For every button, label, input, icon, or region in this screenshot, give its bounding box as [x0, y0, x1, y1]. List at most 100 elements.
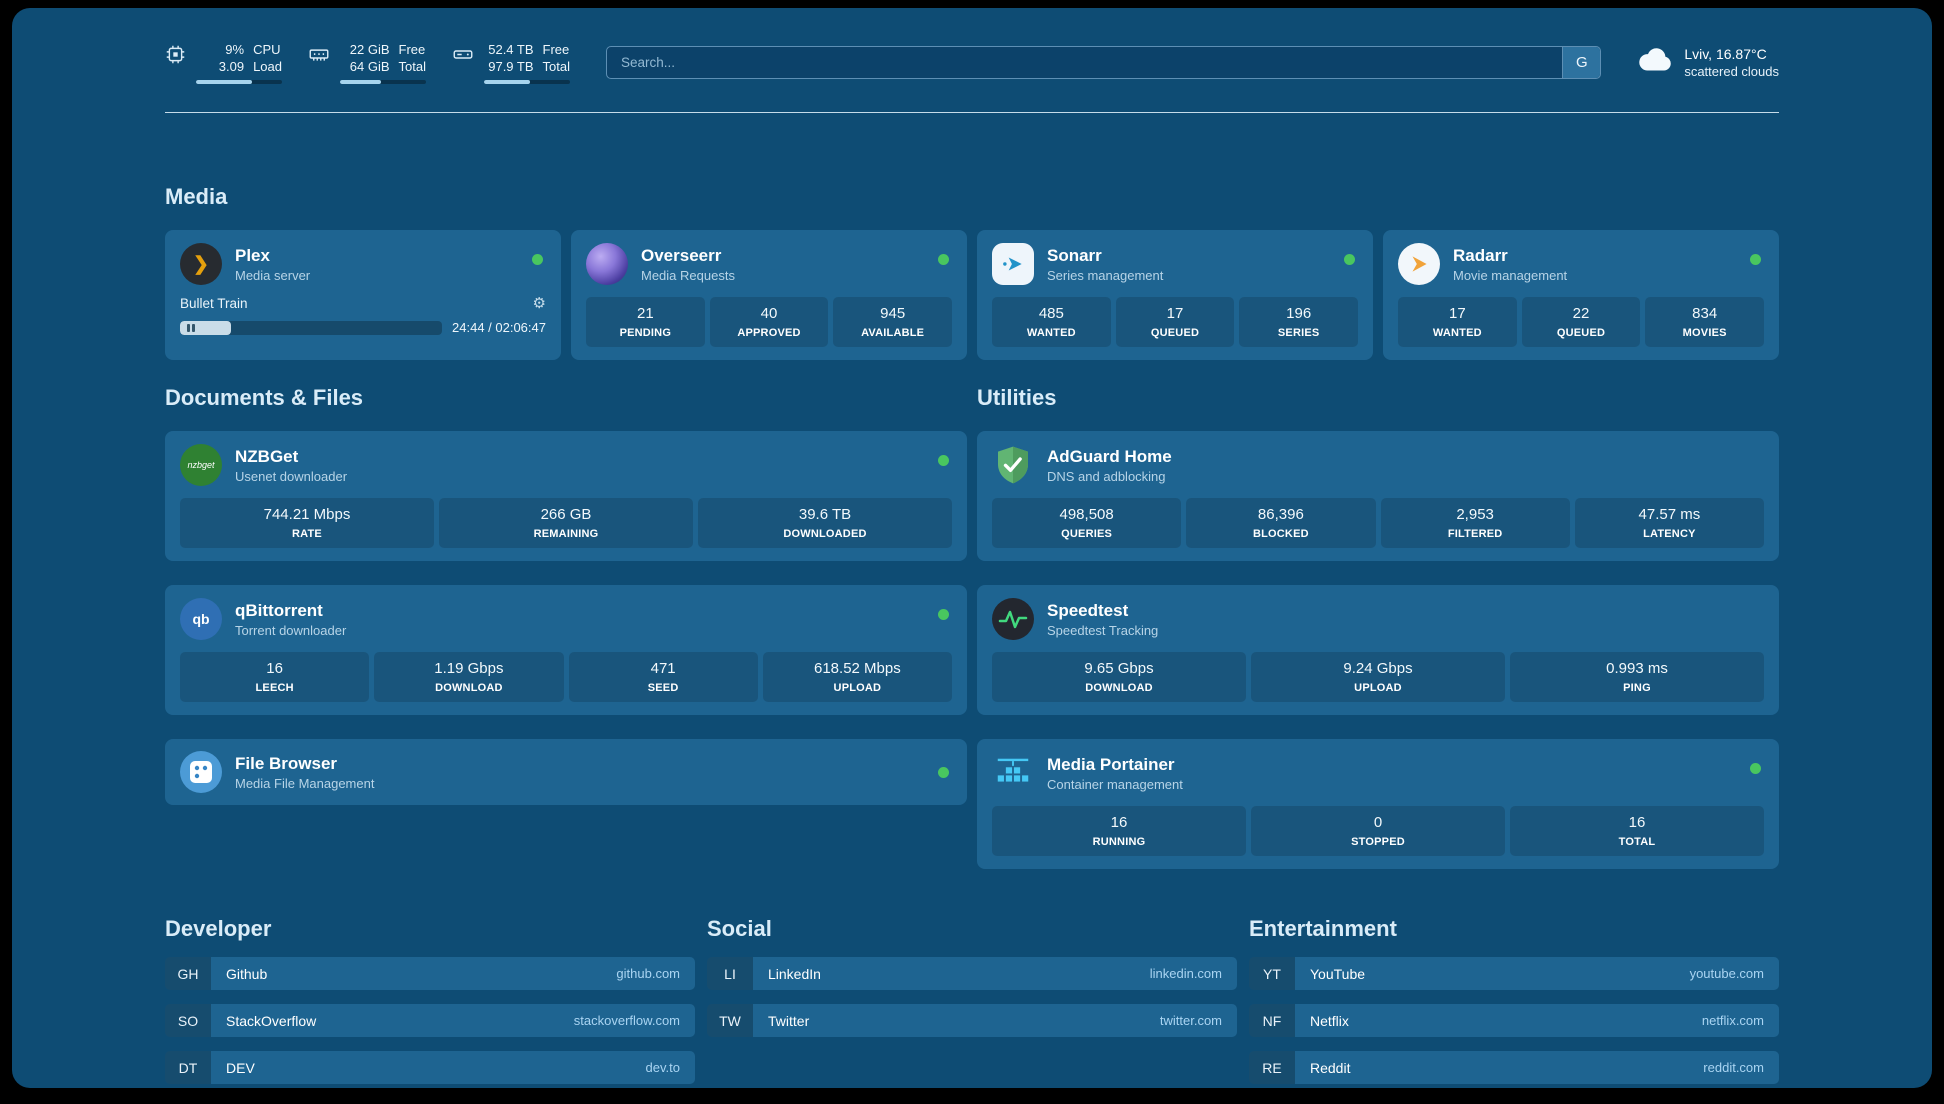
search-input[interactable]: [607, 46, 1563, 78]
app-card-filebrowser[interactable]: File Browser Media File Management: [165, 739, 967, 805]
bookmark-url: stackoverflow.com: [573, 1013, 680, 1028]
bookmark-netflix[interactable]: NF Netflix netflix.com: [1249, 1004, 1779, 1037]
app-card-speedtest[interactable]: Speedtest Speedtest Tracking 9.65 Gbps D…: [977, 585, 1779, 715]
bookmark-url: dev.to: [645, 1060, 680, 1075]
app-desc: DNS and adblocking: [1047, 468, 1166, 484]
gear-icon[interactable]: ⚙: [532, 295, 546, 312]
stat-label: FILTERED: [1447, 528, 1503, 540]
stat-downloaded: 39.6 TB DOWNLOADED: [698, 498, 952, 548]
stat-value: 16: [266, 660, 283, 677]
bookmark-url: netflix.com: [1701, 1013, 1764, 1028]
player-row: 24:44 / 02:06:47: [180, 320, 546, 335]
nzbget-icon: nzbget: [180, 444, 222, 486]
stat-value: 9.65 Gbps: [1084, 660, 1154, 677]
stat-label: DOWNLOADED: [783, 528, 867, 540]
stat-label: QUEUED: [1556, 327, 1606, 339]
card-header: qb qBittorrent Torrent downloader: [180, 598, 952, 640]
cpu-usage-bar: [196, 79, 282, 84]
speedtest-icon: [992, 598, 1034, 640]
stat-upload: 618.52 Mbps UPLOAD: [762, 652, 952, 702]
bookmark-twitter[interactable]: TW Twitter twitter.com: [707, 1004, 1237, 1037]
stat-label: SEED: [647, 682, 679, 694]
card-header: ❯ Plex Media server: [180, 243, 546, 285]
app-card-sonarr[interactable]: Sonarr Series management 485 WANTED 17 Q…: [977, 230, 1373, 360]
stat-label: QUERIES: [1061, 528, 1113, 540]
bookmark-name: Twitter: [768, 1012, 810, 1029]
search-engine-button[interactable]: G: [1562, 46, 1601, 78]
bookmark-reddit[interactable]: RE Reddit reddit.com: [1249, 1051, 1779, 1084]
playback-progress-bar[interactable]: [180, 320, 443, 335]
stat-label: DOWNLOAD: [435, 682, 503, 694]
bookmark-url: youtube.com: [1689, 966, 1764, 981]
cpu-stat: 9% 3.09 CPU Load: [165, 41, 282, 84]
card-header: Overseerr Media Requests: [586, 243, 952, 285]
stat-seed: 471 SEED: [568, 652, 758, 702]
pause-icon[interactable]: [187, 323, 195, 332]
stat-label: STOPPED: [1351, 836, 1405, 848]
stat-label: WANTED: [1432, 327, 1482, 339]
stat-label: TOTAL: [1618, 836, 1656, 848]
stat-approved: 40 APPROVED: [709, 297, 829, 347]
bookmark-dev[interactable]: DT DEV dev.to: [165, 1051, 695, 1084]
stat-value: 0: [1373, 814, 1383, 831]
disk-stat: 52.4 TB 97.9 TB Free Total: [452, 41, 570, 84]
bookmark-youtube[interactable]: YT YouTube youtube.com: [1249, 957, 1779, 990]
stat-label: UPLOAD: [1354, 682, 1402, 694]
topbar: 9% 3.09 CPU Load: [165, 36, 1779, 88]
app-card-nzbget[interactable]: nzbget NZBGet Usenet downloader 744.21 M…: [165, 431, 967, 561]
weather-condition: scattered clouds: [1684, 63, 1779, 79]
stat-value: 266 GB: [540, 506, 592, 523]
app-card-qbittorrent[interactable]: qb qBittorrent Torrent downloader 16 LEE…: [165, 585, 967, 715]
stat-value: 40: [760, 305, 778, 322]
stat-label: AVAILABLE: [861, 327, 925, 339]
stat-label: UPLOAD: [833, 682, 882, 694]
qbittorrent-icon-label: qb: [192, 611, 210, 627]
ram-usage-fill: [340, 79, 382, 84]
stat-label: RATE: [292, 528, 322, 540]
app-desc: Container management: [1047, 776, 1183, 792]
stat-stopped: 0 STOPPED: [1251, 806, 1505, 856]
utilities-column: Utilities AdGuard Home: [977, 360, 1779, 869]
bookmark-group-entertainment: Entertainment YT YouTube youtube.com NF …: [1249, 915, 1779, 1088]
bookmark-linkedin[interactable]: LI LinkedIn linkedin.com: [707, 957, 1237, 990]
bookmark-abbr: GH: [165, 957, 211, 990]
stat-latency: 47.57 ms LATENCY: [1574, 498, 1764, 548]
stat-label: QUEUED: [1150, 327, 1200, 339]
stat-label: WANTED: [1026, 327, 1076, 339]
ram-free-value: 22 GiB: [349, 41, 390, 57]
stat-rate: 744.21 Mbps RATE: [180, 498, 434, 548]
app-card-overseerr[interactable]: Overseerr Media Requests 21 PENDING 40 A…: [571, 230, 967, 360]
stat-movies: 834 MOVIES: [1645, 297, 1765, 347]
disk-free-value: 52.4 TB: [488, 41, 534, 57]
ram-total-value: 64 GiB: [349, 58, 390, 74]
cpu-load-value: 3.09: [218, 58, 245, 74]
stat-value: 945: [880, 305, 906, 322]
stat-value: 1.19 Gbps: [434, 660, 504, 677]
stat-value: 16: [1628, 814, 1646, 831]
stat-value: 17: [1166, 305, 1184, 322]
stat-value: 744.21 Mbps: [263, 506, 351, 523]
bookmark-stackoverflow[interactable]: SO StackOverflow stackoverflow.com: [165, 1004, 695, 1037]
stat-download: 1.19 Gbps DOWNLOAD: [374, 652, 564, 702]
weather-location: Lviv, 16.87°C: [1684, 45, 1767, 62]
app-card-adguard[interactable]: AdGuard Home DNS and adblocking 498,508 …: [977, 431, 1779, 561]
bookmark-github[interactable]: GH Github github.com: [165, 957, 695, 990]
stat-filtered: 2,953 FILTERED: [1380, 498, 1570, 548]
card-header: Radarr Movie management: [1398, 243, 1764, 285]
status-dot: [1750, 254, 1761, 265]
cpu-label: CPU: [253, 41, 281, 57]
bookmark-name: DEV: [226, 1059, 255, 1076]
bookmarks-area: Developer GH Github github.com SO StackO…: [165, 915, 1779, 1088]
app-card-portainer[interactable]: Media Portainer Container management 16 …: [977, 739, 1779, 869]
stat-label: DOWNLOAD: [1085, 682, 1153, 694]
bookmark-name: Github: [226, 965, 268, 982]
stat-pending: 21 PENDING: [586, 297, 705, 347]
search-bar[interactable]: G: [606, 45, 1602, 79]
stat-total: 16 TOTAL: [1510, 806, 1764, 856]
app-card-plex[interactable]: ❯ Plex Media server Bullet Train ⚙ 24:44…: [165, 230, 561, 360]
stat-row: 744.21 Mbps RATE 266 GB REMAINING 39.6 T…: [180, 498, 952, 548]
stat-leech: 16 LEECH: [180, 652, 370, 702]
app-desc: Movie management: [1453, 267, 1568, 283]
cpu-usage-fill: [196, 79, 252, 84]
app-card-radarr[interactable]: Radarr Movie management 17 WANTED 22 QUE…: [1383, 230, 1779, 360]
